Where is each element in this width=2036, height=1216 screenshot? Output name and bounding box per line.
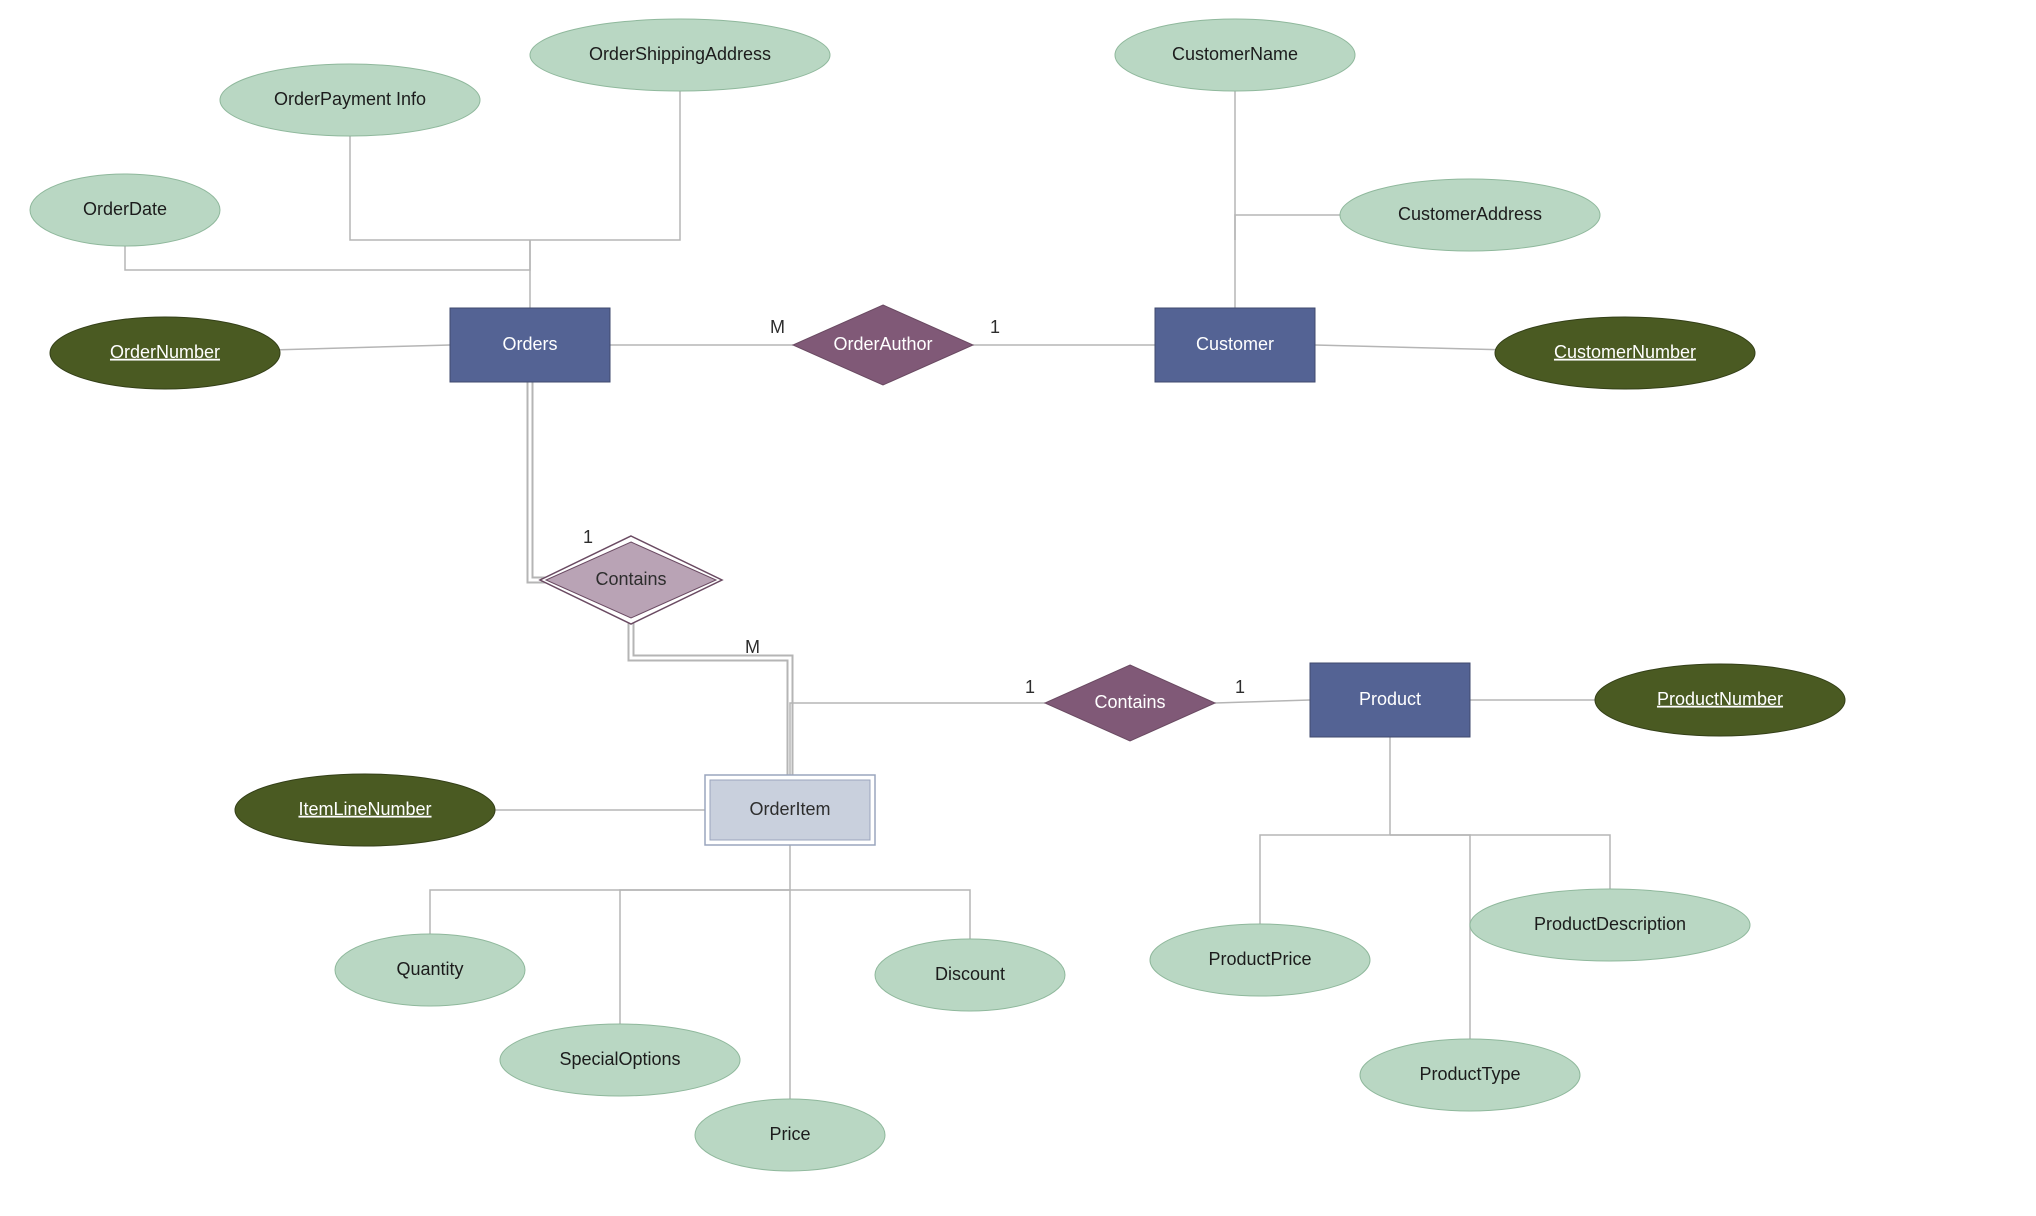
attribute-label: OrderDate (83, 199, 167, 219)
attribute-quantity: Quantity (335, 934, 525, 1006)
relationship-orderauthor: OrderAuthor (793, 305, 973, 385)
attribute-proddesc: ProductDescription (1470, 889, 1750, 961)
attribute-label: ProductDescription (1534, 914, 1686, 934)
attribute-ordernum: OrderNumber (50, 317, 280, 389)
cardinality-label: 1 (1025, 677, 1035, 697)
attribute-custname: CustomerName (1115, 19, 1355, 91)
nodes-layer: OrderAuthor Contains Contains Orders Custome… (30, 19, 1845, 1171)
attribute-specopts: SpecialOptions (500, 1024, 740, 1096)
attribute-label: OrderNumber (110, 342, 220, 362)
attribute-label: ProductPrice (1208, 949, 1311, 969)
entity-orderitem: OrderItem (705, 775, 875, 845)
entity-label: Orders (502, 334, 557, 354)
attribute-label: CustomerAddress (1398, 204, 1542, 224)
cardinality-label: M (770, 317, 785, 337)
attribute-prodtype: ProductType (1360, 1039, 1580, 1111)
entity-label: OrderItem (749, 799, 830, 819)
relationship-label: Contains (1094, 692, 1165, 712)
attribute-orderpay: OrderPayment Info (220, 64, 480, 136)
attribute-prodprice: ProductPrice (1150, 924, 1370, 996)
relationship-label: OrderAuthor (833, 334, 932, 354)
attribute-prodnum: ProductNumber (1595, 664, 1845, 736)
relationship-contains2: Contains (1045, 665, 1215, 741)
attribute-label: ProductNumber (1657, 689, 1783, 709)
attribute-label: Price (769, 1124, 810, 1144)
entity-orders: Orders (450, 308, 610, 382)
attribute-orderdate: OrderDate (30, 174, 220, 246)
attribute-label: OrderShippingAddress (589, 44, 771, 64)
relationship-label: Contains (595, 569, 666, 589)
attribute-label: SpecialOptions (559, 1049, 680, 1069)
cardinality-label: 1 (583, 527, 593, 547)
attribute-itemline: ItemLineNumber (235, 774, 495, 846)
attribute-price: Price (695, 1099, 885, 1171)
er-diagram: M 1 1 M 1 1 OrderAuthor Contains Contains Orders C… (0, 0, 2036, 1216)
entity-product: Product (1310, 663, 1470, 737)
attribute-label: Quantity (396, 959, 463, 979)
attribute-custnum: CustomerNumber (1495, 317, 1755, 389)
attribute-discount: Discount (875, 939, 1065, 1011)
attribute-label: ProductType (1419, 1064, 1520, 1084)
entity-label: Customer (1196, 334, 1274, 354)
attribute-label: CustomerName (1172, 44, 1298, 64)
attribute-label: CustomerNumber (1554, 342, 1696, 362)
cardinality-label: 1 (990, 317, 1000, 337)
relationship-contains1: Contains (540, 536, 722, 624)
attribute-label: ItemLineNumber (298, 799, 431, 819)
cardinality-label: 1 (1235, 677, 1245, 697)
attribute-ordership: OrderShippingAddress (530, 19, 830, 91)
attribute-label: Discount (935, 964, 1005, 984)
attribute-label: OrderPayment Info (274, 89, 426, 109)
entity-label: Product (1359, 689, 1421, 709)
entity-customer: Customer (1155, 308, 1315, 382)
cardinality-label: M (745, 637, 760, 657)
attribute-custaddr: CustomerAddress (1340, 179, 1600, 251)
